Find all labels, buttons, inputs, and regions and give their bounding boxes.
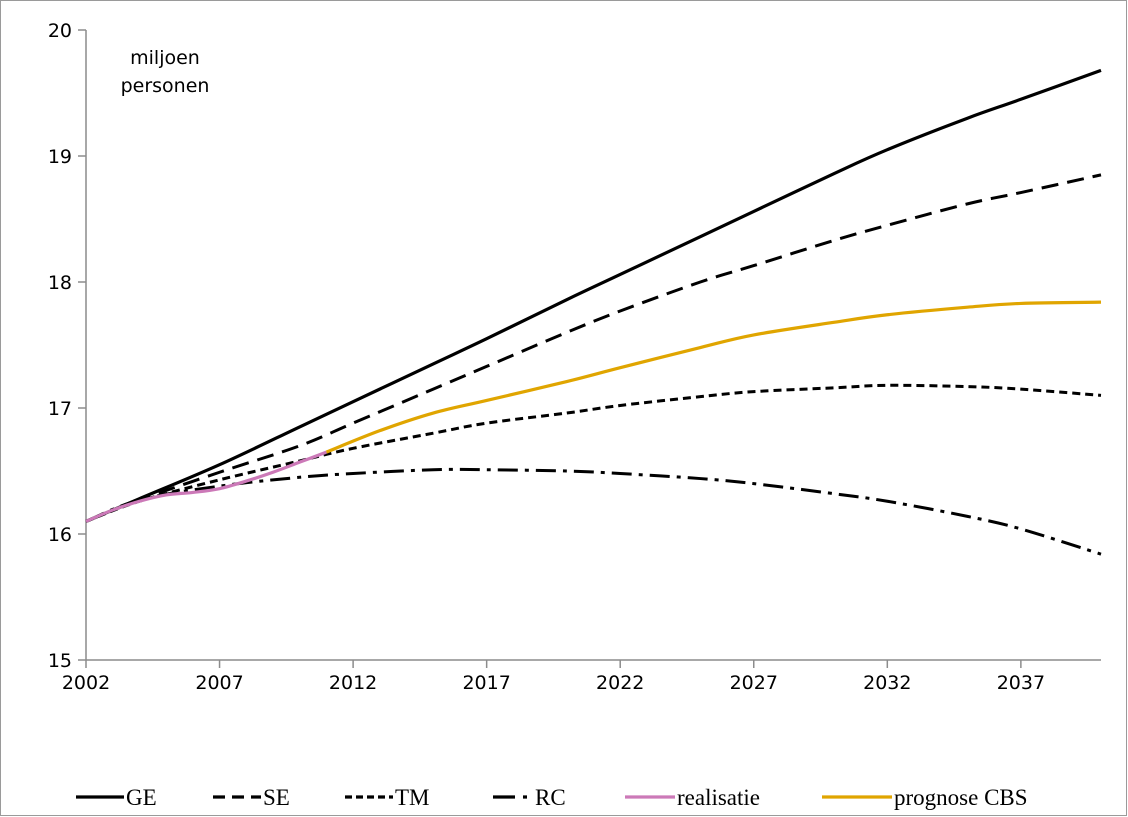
y-tick-label: 19: [48, 146, 72, 168]
legend-label-prognose-cbs: prognose CBS: [894, 785, 1028, 810]
legend: GE SE TM RC realisatie prognose CBS: [76, 785, 1028, 810]
y-tick-label: 16: [48, 524, 72, 546]
y-tick-label: 17: [48, 398, 72, 420]
x-tick-label: 2032: [863, 672, 911, 694]
x-tick-label: 2027: [730, 672, 778, 694]
unit-label-line-2: personen: [121, 75, 210, 97]
legend-label-realisatie: realisatie: [677, 785, 760, 810]
y-tick-label: 18: [48, 272, 72, 294]
legend-label-se: SE: [263, 785, 290, 810]
series-line-ge: [85, 68, 1102, 523]
series-line-se: [85, 173, 1102, 523]
x-tick-label: 2037: [997, 672, 1045, 694]
x-tick-label: 2022: [596, 672, 644, 694]
legend-label-rc: RC: [535, 785, 566, 810]
legend-label-tm: TM: [395, 785, 430, 810]
series-line-realisatie: [85, 450, 327, 523]
x-tick-label: 2007: [195, 672, 243, 694]
x-tick-label: 2012: [329, 672, 377, 694]
series-line-prognose-cbs: [325, 300, 1102, 454]
series-layer: [85, 68, 1102, 556]
y-tick-label: 15: [48, 650, 72, 672]
axes: 15 16 17 18 19 20 2002 2007 2012 2017 2022 2027 2032…: [48, 20, 1101, 694]
series-line-tm: [85, 383, 1102, 523]
x-tick-label: 2017: [462, 672, 510, 694]
legend-label-ge: GE: [126, 785, 157, 810]
y-tick-label: 20: [48, 20, 72, 42]
unit-label-line-1: miljoen: [130, 47, 200, 69]
x-tick-label: 2002: [62, 672, 110, 694]
unit-label: miljoen personen: [121, 47, 210, 97]
